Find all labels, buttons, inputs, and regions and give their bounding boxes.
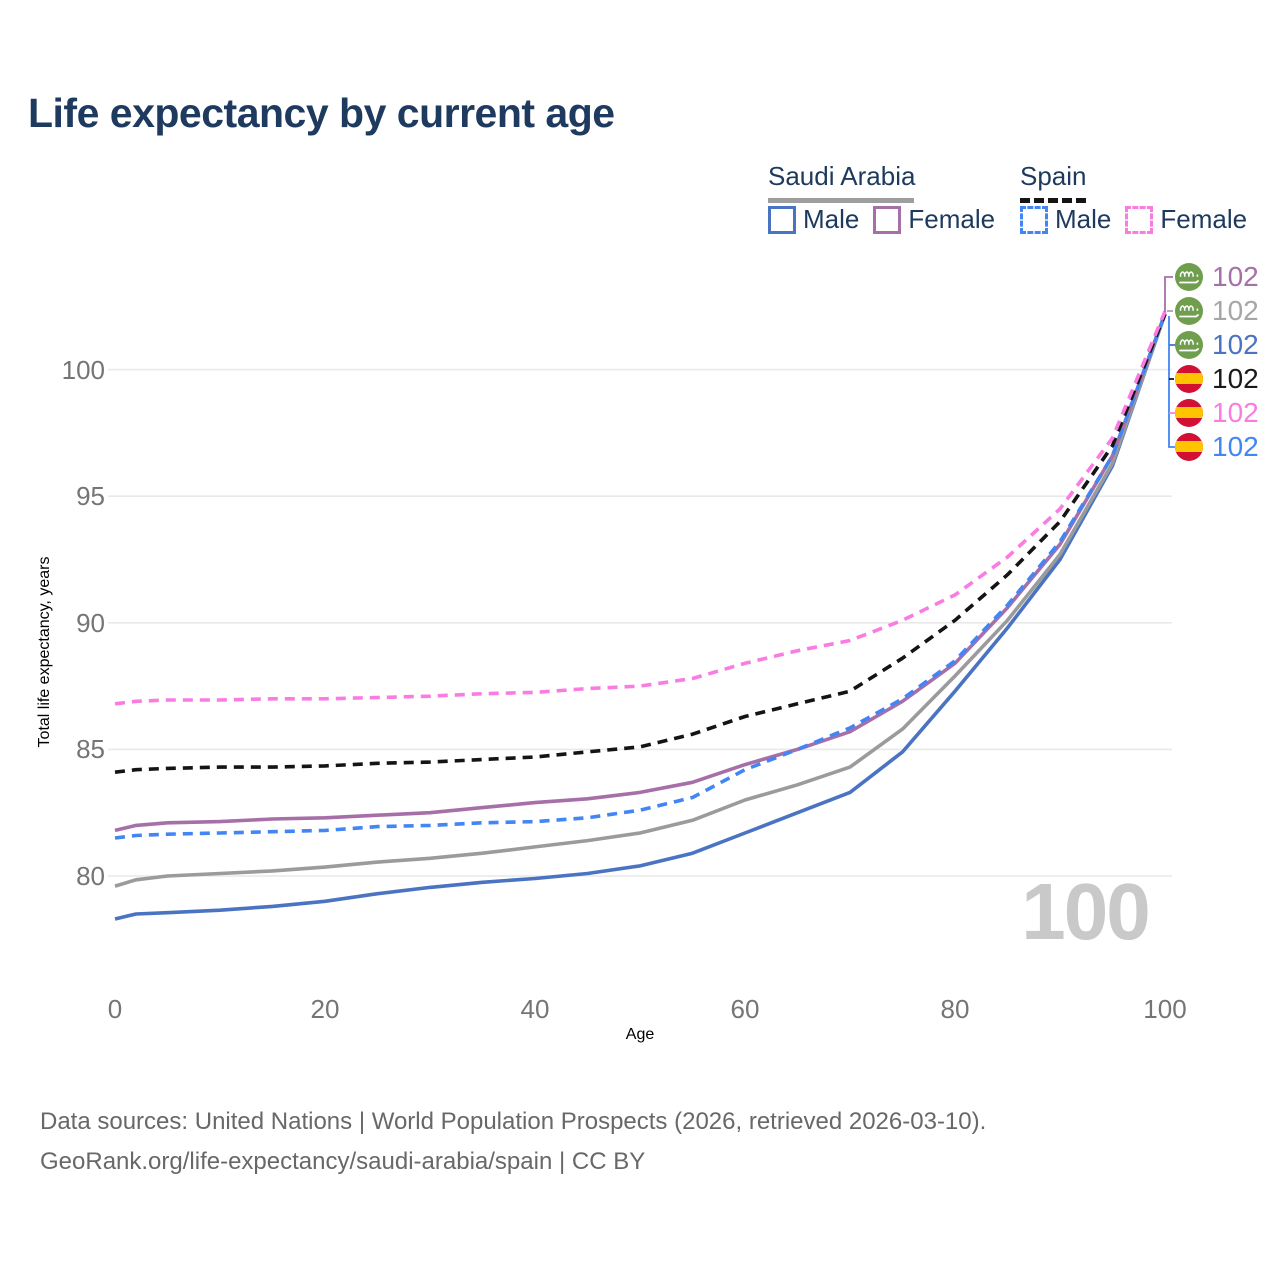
series-lines xyxy=(114,310,1167,921)
legend-item-saudi-arabia-female[interactable]: Female xyxy=(873,204,995,235)
spain-flag-icon xyxy=(1175,365,1203,393)
x-tick-80: 80 xyxy=(940,994,970,1024)
saudi-arabia-flag-icon xyxy=(1175,331,1203,359)
spain-flag-icon xyxy=(1175,433,1203,461)
end-label-saudi-arabia-0: 102 xyxy=(1174,261,1259,293)
x-tick-0: 0 xyxy=(107,994,123,1024)
x-axis-title: Age xyxy=(625,1026,655,1043)
legend-item-label: Female xyxy=(908,204,996,234)
legend-item-label: Male xyxy=(803,204,860,234)
x-tick-60: 60 xyxy=(730,994,760,1024)
series-line-saudi-arabia-female xyxy=(114,313,1167,833)
legend-swatch-icon xyxy=(873,205,902,234)
end-label-value: 102 xyxy=(1212,329,1259,360)
end-label-spain-4: 102 xyxy=(1174,397,1259,429)
series-line-saudi-arabia-male xyxy=(114,313,1167,921)
legend-group-underline-dashed xyxy=(1020,198,1086,203)
end-label-value: 102 xyxy=(1212,431,1259,462)
series-line-spain-both-sexes xyxy=(114,313,1167,774)
series-line-spain-female xyxy=(114,310,1167,706)
x-tick-100: 100 xyxy=(1143,994,1187,1024)
end-label-spain-3: 102 xyxy=(1174,363,1259,395)
legend-swatch-icon xyxy=(1020,205,1048,234)
legend-items-spain: Male Female xyxy=(1020,204,1247,235)
legend-group-saudi-arabia: Saudi Arabia xyxy=(768,161,916,191)
attribution-note: GeoRank.org/life-expectancy/saudi-arabia… xyxy=(40,1148,646,1175)
legend-item-spain-female[interactable]: Female xyxy=(1125,204,1247,235)
y-tick-80: 80 xyxy=(76,861,105,891)
legend-swatch-icon xyxy=(1125,205,1154,234)
y-tick-95: 95 xyxy=(76,481,105,512)
legend-group-underline-solid xyxy=(768,198,914,203)
end-label-value: 102 xyxy=(1212,363,1259,394)
age-counter-watermark: 100 xyxy=(1021,867,1150,956)
y-tick-90: 90 xyxy=(76,607,105,638)
end-label-leader-lines xyxy=(1164,276,1176,448)
end-label-saudi-arabia-2: 102 xyxy=(1174,329,1259,361)
legend-item-saudi-arabia-male[interactable]: Male xyxy=(768,204,859,235)
series-line-spain-male xyxy=(114,313,1167,840)
end-label-value: 102 xyxy=(1212,261,1259,292)
end-label-value: 102 xyxy=(1212,295,1259,326)
legend-items-saudi-arabia: Male Female xyxy=(768,204,995,235)
end-label-spain-5: 102 xyxy=(1174,431,1259,463)
x-tick-20: 20 xyxy=(310,994,340,1024)
leader-line xyxy=(1168,316,1176,448)
legend-item-spain-male[interactable]: Male xyxy=(1020,204,1111,235)
saudi-arabia-flag-icon xyxy=(1175,297,1203,325)
spain-flag-icon xyxy=(1175,399,1203,427)
legend-swatch-icon xyxy=(768,205,796,234)
legend-group-spain: Spain xyxy=(1020,161,1087,191)
end-label-value: 102 xyxy=(1212,397,1259,428)
leader-line xyxy=(1164,276,1173,312)
page-title: Life expectancy by current age xyxy=(28,90,615,136)
legend-item-label: Female xyxy=(1160,204,1248,234)
legend-item-label: Male xyxy=(1055,204,1112,234)
x-tick-40: 40 xyxy=(520,994,550,1024)
saudi-arabia-flag-icon xyxy=(1175,263,1203,291)
y-tick-100: 100 xyxy=(61,354,105,385)
end-label-saudi-arabia-1: 102 xyxy=(1174,295,1259,327)
data-sources-note: Data sources: United Nations | World Pop… xyxy=(40,1108,987,1135)
series-line-saudi-arabia-both-sexes xyxy=(114,313,1167,888)
y-tick-85: 85 xyxy=(76,734,105,765)
